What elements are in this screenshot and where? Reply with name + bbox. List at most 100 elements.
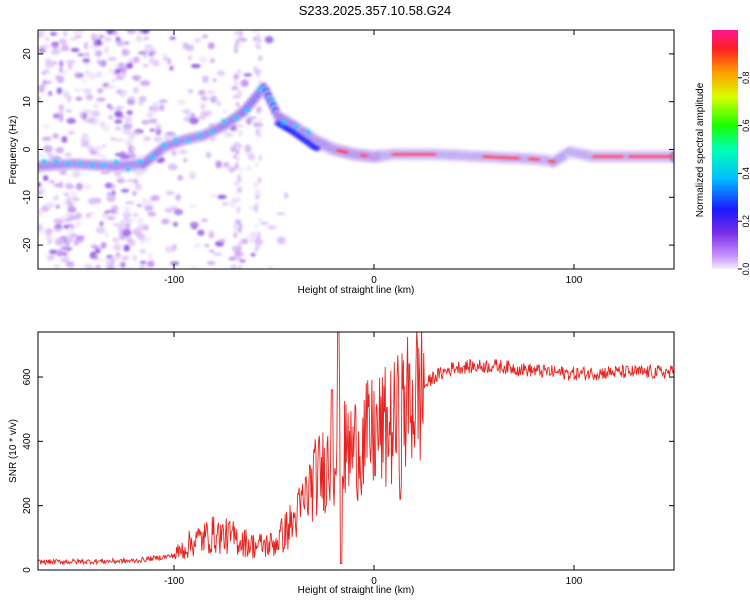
- heatmap-peak-blob: [343, 150, 349, 154]
- heatmap-peak-blob: [113, 159, 119, 165]
- heatmap-noise-blob: [52, 133, 59, 139]
- y-tick-label: -20: [22, 237, 33, 252]
- heatmap-noise-blob: [258, 155, 263, 161]
- heatmap-noise-blob: [104, 231, 109, 239]
- heatmap-noise-blob: [67, 206, 77, 213]
- heatmap-peak-blob: [535, 158, 541, 161]
- heatmap-noise-blob: [209, 193, 217, 198]
- heatmap-noise-blob: [187, 88, 194, 94]
- heatmap-noise-blob: [258, 239, 263, 245]
- heatmap-noise-blob: [67, 130, 76, 135]
- heatmap-noise-blob: [84, 61, 89, 67]
- heatmap-noise-blob: [122, 228, 132, 237]
- heatmap-noise-blob: [38, 182, 42, 188]
- heatmap-noise-blob: [210, 58, 215, 64]
- heatmap-noise-blob: [170, 261, 180, 266]
- heatmap-noise-blob: [115, 41, 122, 46]
- heatmap-peak-blob: [269, 97, 275, 103]
- heatmap-noise-blob: [256, 242, 261, 250]
- heatmap-noise-blob: [255, 195, 260, 200]
- heatmap-noise-blob: [244, 144, 252, 153]
- heatmap-noise-blob: [77, 53, 85, 57]
- heatmap-noise-blob: [75, 212, 83, 220]
- x-tick-label: -100: [164, 275, 184, 286]
- heatmap-noise-blob: [218, 238, 227, 243]
- heatmap-noise-blob: [38, 208, 44, 217]
- heatmap-noise-blob: [61, 252, 68, 256]
- heatmap-noise-blob: [96, 97, 106, 102]
- heatmap-noise-blob: [177, 174, 184, 181]
- heatmap-peak-blob: [77, 161, 83, 167]
- heatmap-noise-blob: [169, 36, 176, 40]
- heatmap-noise-blob: [76, 235, 85, 240]
- heatmap-noise-blob: [75, 221, 82, 228]
- heatmap-noise-blob: [187, 54, 193, 61]
- heatmap-noise-blob: [72, 30, 81, 36]
- heatmap-noise-blob: [120, 188, 130, 193]
- heatmap-noise-blob: [79, 111, 84, 119]
- heatmap-noise-blob: [71, 197, 80, 202]
- heatmap-noise-blob: [236, 89, 243, 97]
- heatmap-noise-blob: [161, 53, 168, 58]
- heatmap-noise-blob: [200, 96, 209, 101]
- heatmap-noise-blob: [100, 241, 107, 249]
- heatmap-noise-blob: [203, 110, 213, 117]
- heatmap-noise-blob: [254, 222, 259, 229]
- heatmap-noise-blob: [126, 110, 133, 116]
- heatmap-noise-blob: [137, 51, 147, 55]
- heatmap-noise-blob: [144, 45, 154, 51]
- heatmap-noise-blob: [108, 67, 115, 74]
- y-tick-label: 0: [22, 146, 33, 152]
- heatmap-noise-blob: [135, 35, 143, 43]
- heatmap-noise-blob: [58, 181, 64, 189]
- heatmap-noise-blob: [116, 178, 125, 184]
- heatmap-noise-blob: [276, 236, 286, 245]
- heatmap-noise-blob: [236, 206, 241, 214]
- heatmap-noise-blob: [125, 116, 132, 123]
- heatmap-noise-blob: [48, 90, 53, 97]
- heatmap-noise-blob: [74, 87, 81, 93]
- heatmap-noise-blob: [260, 221, 269, 225]
- heatmap-noise-blob: [233, 232, 238, 239]
- heatmap-noise-blob: [89, 211, 95, 217]
- heatmap-noise-blob: [85, 115, 90, 122]
- heatmap-noise-blob: [115, 252, 121, 258]
- heatmap-noise-blob: [237, 124, 243, 128]
- heatmap-noise-blob: [56, 75, 65, 84]
- heatmap-noise-blob: [245, 117, 252, 125]
- heatmap-noise-blob: [237, 41, 242, 49]
- heatmap-noise-blob: [245, 235, 255, 241]
- heatmap-noise-blob: [148, 118, 158, 124]
- heatmap-noise-blob: [245, 165, 253, 172]
- heatmap-noise-blob: [121, 48, 129, 57]
- heatmap-peak-blob: [293, 124, 299, 130]
- heatmap-noise-blob: [205, 151, 212, 159]
- heatmap-noise-blob: [74, 72, 85, 79]
- heatmap-noise-blob: [237, 186, 242, 194]
- heatmap-noise-blob: [237, 240, 242, 246]
- heatmap-noise-blob: [189, 174, 196, 179]
- heatmap-noise-blob: [228, 166, 236, 173]
- colorbar-tick-label: 0.4: [741, 167, 750, 180]
- heatmap-noise-blob: [53, 228, 63, 233]
- heatmap-noise-blob: [258, 116, 263, 124]
- heatmap-noise-blob: [90, 33, 98, 42]
- heatmap-noise-blob: [189, 204, 198, 208]
- heatmap-noise-blob: [116, 222, 126, 230]
- heatmap-noise-blob: [155, 127, 162, 136]
- snr-panel: -100 0 100 0 200 400 600 Height of straight li…: [8, 331, 675, 596]
- heatmap-noise-blob: [64, 152, 72, 158]
- heatmap-noise-blob: [215, 160, 223, 169]
- heatmap-noise-blob: [59, 60, 64, 67]
- y-tick-label: 10: [22, 96, 33, 108]
- heatmap-noise-blob: [122, 213, 132, 218]
- heatmap-noise-blob: [50, 48, 61, 55]
- heatmap-noise-blob: [63, 192, 70, 196]
- heatmap-noise-blob: [58, 114, 64, 123]
- heatmap-noise-blob: [234, 197, 239, 202]
- heatmap-noise-blob: [67, 62, 73, 70]
- heatmap-peak-blob: [671, 155, 674, 159]
- heatmap-noise-blob: [159, 104, 165, 112]
- heatmap-noise-blob: [150, 194, 161, 202]
- heatmap-peak-blob: [233, 115, 239, 121]
